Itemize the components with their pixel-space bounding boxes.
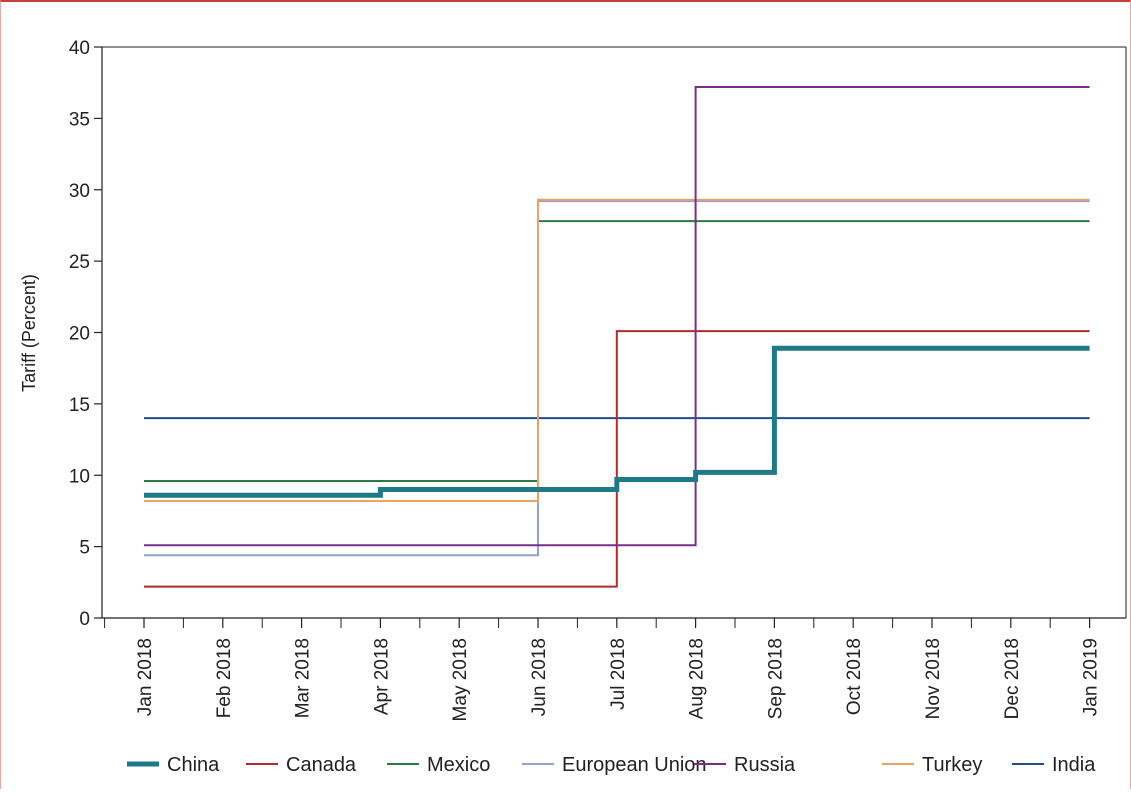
x-tick-label: Feb 2018 (214, 638, 235, 718)
legend-label: India (1052, 754, 1096, 776)
y-tick-label: 40 (69, 38, 90, 59)
y-tick-label: 20 (69, 324, 90, 345)
x-tick-label: Jan 2018 (135, 638, 156, 716)
legend-item-india: India (1012, 754, 1096, 776)
legend-item-russia: Russia (694, 754, 796, 776)
series-line-china (144, 345, 1090, 498)
legend-item-turkey: Turkey (882, 754, 982, 776)
x-tick-label: Nov 2018 (923, 638, 944, 719)
x-tick-label: Jun 2018 (529, 638, 550, 716)
y-tick-label: 30 (69, 181, 90, 202)
legend-item-mexico: Mexico (387, 754, 490, 776)
legend-label: Mexico (427, 754, 490, 776)
legend-item-china: China (127, 754, 220, 776)
series-line-canada (144, 330, 1090, 588)
x-tick-label: Apr 2018 (371, 638, 392, 715)
x-tick-label: Mar 2018 (293, 638, 314, 718)
legend-label: Canada (286, 754, 357, 776)
x-tick-label: Jan 2019 (1081, 638, 1102, 716)
x-tick-label: Oct 2018 (844, 638, 865, 715)
series-layer (144, 85, 1090, 588)
y-tick-label: 0 (79, 609, 90, 630)
x-tick-label: Aug 2018 (687, 638, 708, 719)
legend-item-canada: Canada (246, 754, 357, 776)
y-axis-label: Tariff (Percent) (19, 274, 39, 392)
legend: China Canada Mexico European Union Russia Tur… (127, 754, 1096, 776)
legend-label: Russia (734, 754, 796, 776)
x-tick-label: May 2018 (450, 638, 471, 721)
y-tick-label: 10 (69, 466, 90, 487)
y-tick-label: 25 (69, 252, 90, 273)
y-tick-label: 5 (79, 538, 90, 559)
x-tick-label: Sep 2018 (765, 638, 786, 719)
legend-item-european-union: European Union (522, 754, 707, 776)
legend-label: European Union (562, 754, 707, 776)
axes: 0 5 10 15 20 25 30 35 40 Jan 2018 Feb 2018 Mar 2018… (69, 38, 1127, 721)
series-line-turkey (144, 198, 1090, 502)
legend-label: Turkey (922, 754, 982, 776)
legend-label: China (167, 754, 220, 776)
y-tick-label: 35 (69, 109, 90, 130)
y-tick-label: 15 (69, 395, 90, 416)
series-line-russia (144, 85, 1090, 547)
x-tick-label: Dec 2018 (1002, 638, 1023, 719)
x-tick-label: Jul 2018 (608, 638, 629, 710)
